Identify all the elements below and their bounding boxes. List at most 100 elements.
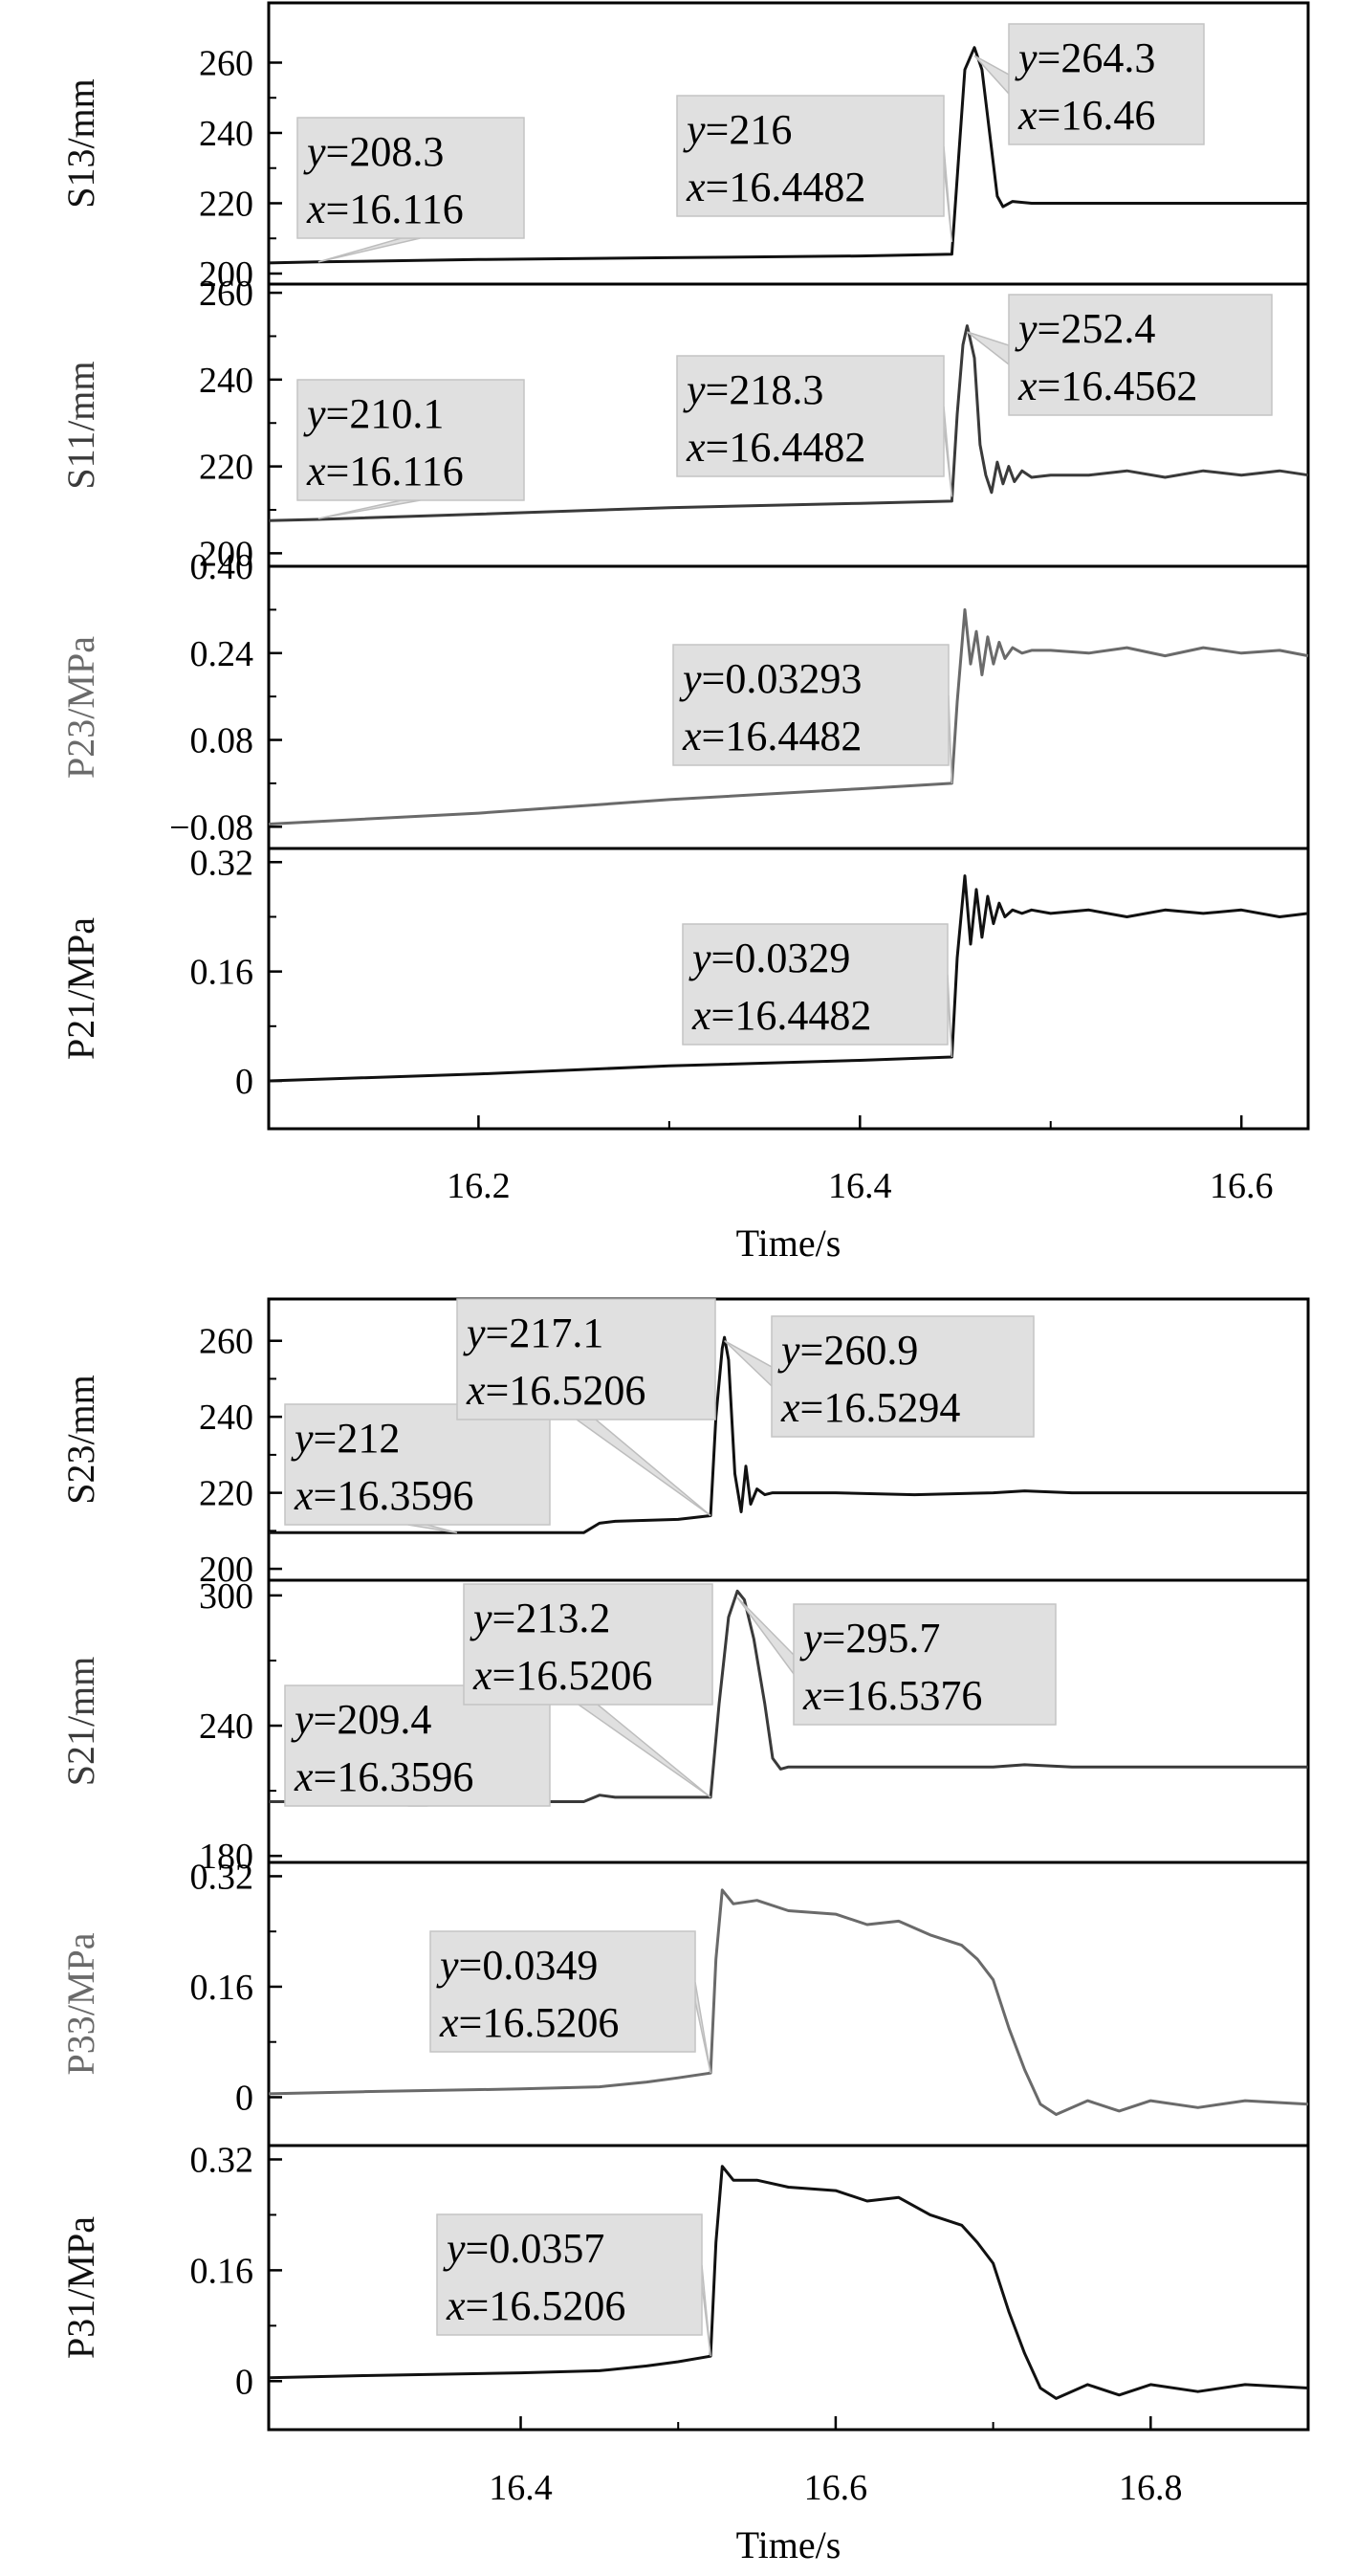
panel-frame [267, 2144, 1310, 2432]
annotation-y-number: =216 [706, 106, 793, 153]
series-line-s21 [269, 1589, 1308, 1803]
y-tick-label: 0.32 [190, 843, 254, 883]
annotation-x-symbol: x [472, 1652, 492, 1699]
annotation-y-symbol: y [688, 935, 711, 981]
series-line-s23 [269, 1335, 1308, 1534]
annotation-y-symbol: y [777, 1327, 800, 1374]
annotation-x-value: x=16.5206 [472, 1652, 652, 1699]
annotation-box [284, 1684, 551, 1807]
annotation-y-number: =0.0329 [711, 935, 851, 981]
y-axis-title: S13/mm [59, 78, 102, 209]
annotation-x-number: =16.116 [326, 448, 464, 495]
y-axis-title: P33/MPa [59, 1932, 102, 2075]
annotation-box [296, 117, 525, 239]
series-line-p21 [268, 874, 1309, 1083]
annotation-x-symbol: x [466, 1367, 486, 1414]
annotation-y-number: =0.03293 [702, 655, 863, 702]
annotation-box [771, 1315, 1035, 1438]
annotation-x-symbol: x [446, 2282, 466, 2329]
annotation-box [429, 1930, 696, 2053]
y-axis-title: S21/mm [59, 1657, 102, 1787]
y-tick-label: 260 [199, 43, 253, 83]
y-tick-label: 240 [199, 1398, 253, 1438]
annotation-pointer [694, 1981, 711, 2074]
data-annotation: y=260.9x=16.5294 [724, 1315, 1035, 1438]
data-annotation: y=210.1x=16.116 [296, 379, 525, 519]
annotation-y-value: y=252.4 [1015, 305, 1155, 352]
y-axis-title: P23/MPa [59, 636, 102, 779]
series-line-p31 [268, 2165, 1309, 2400]
annotation-box [672, 644, 950, 766]
annotation-y-number: =210.1 [326, 390, 445, 437]
annotation-box [676, 355, 945, 477]
annotation-x-number: =16.5206 [492, 1652, 653, 1699]
y-tick-label: 220 [199, 1474, 253, 1514]
annotation-y-number: =252.4 [1038, 305, 1156, 352]
annotation-y-symbol: y [683, 106, 706, 153]
annotation-x-symbol: x [686, 164, 706, 210]
annotation-y-number: =0.0349 [459, 1942, 599, 1989]
annotation-y-value: y=0.0329 [688, 935, 850, 981]
annotation-x-number: =16.4482 [711, 992, 872, 1039]
annotation-pointer [701, 2264, 711, 2357]
annotation-y-value: y=0.0349 [436, 1942, 598, 1989]
annotation-x-symbol: x [1017, 92, 1038, 139]
y-axis-title: S23/mm [59, 1375, 102, 1505]
annotation-x-value: x=16.5376 [802, 1672, 982, 1719]
x-tick-label: 16.6 [804, 2468, 868, 2508]
annotation-y-number: =260.9 [800, 1327, 919, 1374]
annotation-y-value: y=0.03293 [679, 655, 862, 702]
data-annotation: y=213.2x=16.5206 [463, 1583, 713, 1798]
series-line-s13 [268, 46, 1308, 265]
panel-frame [267, 1860, 1310, 2147]
annotation-pointer [973, 55, 1010, 96]
annotation-x-number: =16.5376 [822, 1672, 983, 1719]
y-tick-label: 200 [199, 534, 253, 574]
annotation-box [682, 923, 949, 1046]
annotation-y-symbol: y [443, 2225, 466, 2272]
y-tick-label: 260 [199, 274, 253, 314]
annotation-y-value: y=216 [683, 106, 792, 153]
data-annotation: y=209.4x=16.3596 [284, 1684, 551, 1807]
annotation-box [1008, 23, 1205, 145]
x-axis-title: Time/s [736, 2523, 841, 2566]
annotation-x-number: =16.4482 [706, 164, 866, 210]
y-tick-label: 0.32 [190, 2140, 254, 2180]
annotation-pointer [317, 237, 421, 263]
annotation-y-value: y=210.1 [303, 390, 444, 437]
data-annotation: y=218.3x=16.4482 [676, 355, 953, 497]
annotation-pointer [943, 406, 953, 497]
annotation-y-value: y=212 [291, 1415, 400, 1462]
annotation-y-number: =217.1 [486, 1310, 604, 1356]
y-tick-label: 200 [199, 254, 253, 295]
annotation-pointer [736, 1596, 795, 1677]
annotation-pointer [943, 145, 953, 242]
y-tick-label: 0.32 [190, 1857, 254, 1897]
annotation-y-value: y=0.0357 [443, 2225, 604, 2272]
y-tick-label: 220 [199, 184, 253, 224]
annotation-x-value: x=16.4482 [686, 164, 865, 210]
y-tick-label: 240 [199, 361, 253, 401]
annotation-x-value: x=16.46 [1017, 92, 1155, 139]
data-annotation: y=295.7x=16.5376 [736, 1596, 1057, 1726]
annotation-box [436, 2213, 703, 2336]
data-annotation: y=264.3x=16.46 [973, 23, 1205, 145]
annotation-y-number: =209.4 [314, 1696, 432, 1743]
annotation-x-symbol: x [691, 992, 711, 1039]
annotation-y-symbol: y [799, 1615, 822, 1662]
x-tick-label: 16.4 [828, 1166, 892, 1206]
annotation-x-symbol: x [294, 1472, 314, 1519]
annotation-x-value: x=16.116 [306, 186, 464, 232]
annotation-x-number: =16.3596 [314, 1472, 474, 1519]
annotation-y-value: y=217.1 [463, 1310, 603, 1356]
annotation-x-number: =16.46 [1038, 92, 1156, 139]
